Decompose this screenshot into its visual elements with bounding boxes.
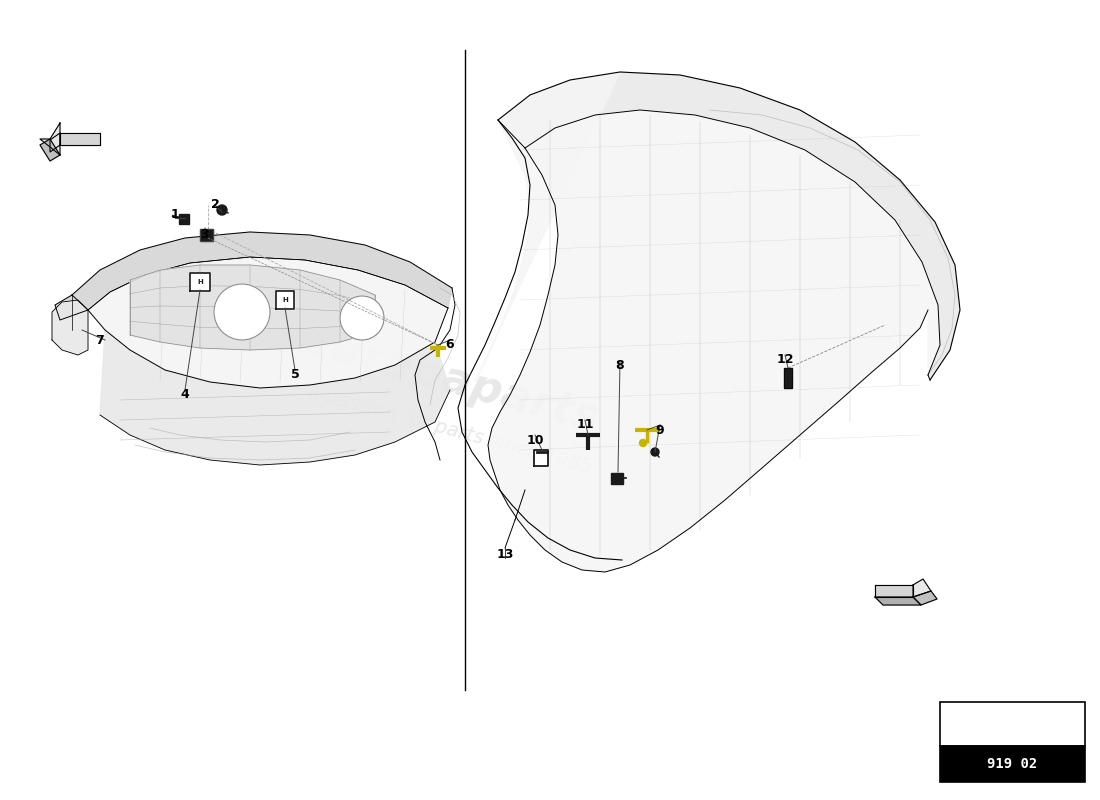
Polygon shape [40,123,60,155]
Text: 11: 11 [576,418,594,431]
Polygon shape [200,229,213,241]
Text: H: H [282,297,288,303]
Text: H: H [197,279,202,285]
Text: 3: 3 [200,229,209,242]
Text: 5: 5 [290,369,299,382]
Polygon shape [130,265,375,350]
Polygon shape [55,295,88,320]
Text: 8: 8 [616,358,625,371]
Text: europaparts: europaparts [296,319,604,441]
Polygon shape [784,368,792,388]
Polygon shape [52,300,88,355]
Polygon shape [475,72,620,382]
Circle shape [639,439,647,446]
Text: 2: 2 [210,198,219,211]
Polygon shape [40,139,60,161]
Text: 12: 12 [777,354,794,366]
Text: 1: 1 [170,209,179,222]
Polygon shape [190,273,210,291]
Polygon shape [488,110,940,572]
Polygon shape [88,257,448,388]
Polygon shape [534,450,548,466]
Polygon shape [913,591,937,605]
Circle shape [217,205,227,215]
Text: 919 02: 919 02 [988,758,1037,771]
Polygon shape [610,473,623,484]
Polygon shape [276,291,294,309]
Polygon shape [179,214,189,224]
Polygon shape [498,72,960,380]
Text: a passion for parts since 1985: a passion for parts since 1985 [306,382,595,478]
Polygon shape [100,330,450,465]
Polygon shape [72,232,452,310]
Polygon shape [60,133,100,145]
Circle shape [651,448,659,456]
Bar [940,746,1085,782]
Polygon shape [913,579,931,597]
Text: 7: 7 [96,334,104,346]
Circle shape [214,284,270,340]
Polygon shape [874,585,913,597]
Text: 6: 6 [446,338,454,351]
Text: 10: 10 [526,434,543,446]
Circle shape [340,296,384,340]
Polygon shape [874,597,921,605]
Text: 9: 9 [656,423,664,437]
Polygon shape [50,133,60,152]
Bar [940,702,1085,746]
Text: 4: 4 [180,389,189,402]
Text: 13: 13 [496,549,514,562]
